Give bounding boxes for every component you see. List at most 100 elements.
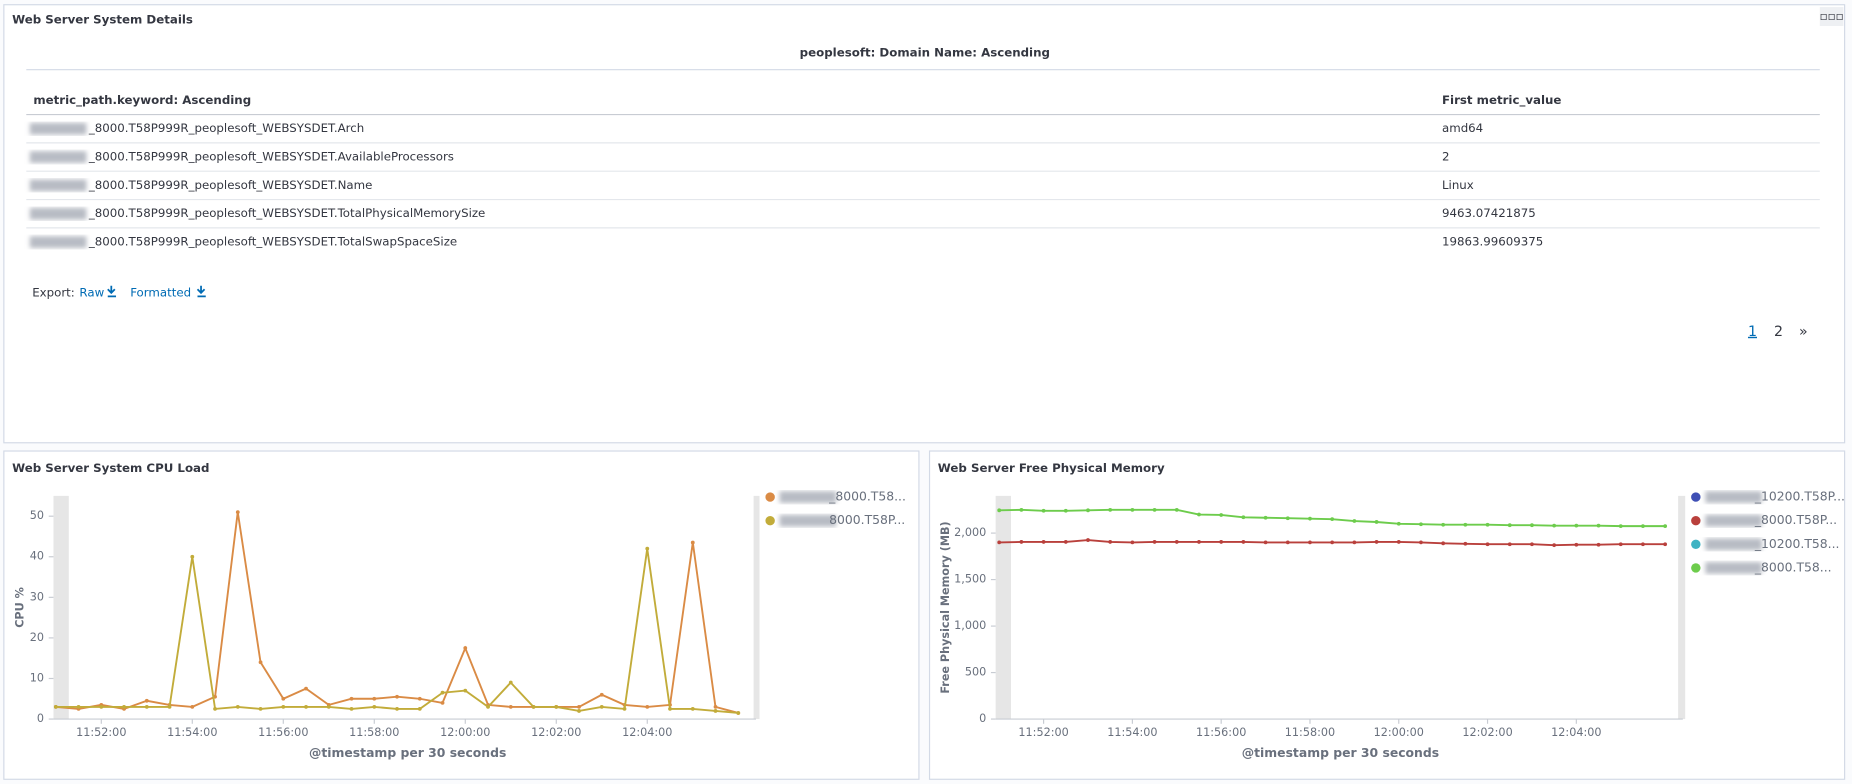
page-link[interactable]: 2 [1774, 324, 1783, 340]
x-tick-label: 12:04:00 [622, 726, 672, 739]
point [736, 711, 741, 715]
x-tick-label: 11:56:00 [258, 726, 308, 739]
redacted [29, 179, 87, 192]
point [122, 704, 126, 709]
redacted [779, 491, 837, 503]
point [258, 707, 263, 711]
point [235, 510, 240, 515]
point [463, 688, 468, 693]
point [53, 704, 58, 709]
point [395, 707, 399, 711]
cell: amd64 [1442, 121, 1483, 135]
point [190, 554, 195, 559]
cell: _8000.T58P999R_peoplesoft_WEBSYSDET.Avai… [88, 150, 454, 164]
cell: _8000.T58P999R_peoplesoft_WEBSYSDET.Name [88, 178, 373, 192]
point [531, 704, 536, 709]
point [1485, 542, 1490, 547]
point [1041, 540, 1046, 544]
point [258, 660, 263, 665]
point [1530, 542, 1534, 547]
legend-swatch[interactable] [1691, 515, 1701, 526]
point [713, 709, 718, 713]
legend-swatch[interactable] [1691, 492, 1701, 502]
page-link[interactable]: 1 [1748, 324, 1757, 340]
cell: 9463.07421875 [1442, 206, 1536, 220]
point [1618, 524, 1623, 529]
point [1330, 517, 1335, 522]
x-tick-label: 11:56:00 [1196, 726, 1246, 739]
point [1530, 523, 1534, 528]
point [1130, 540, 1135, 545]
cell: _8000.T58P999R_peoplesoft_WEBSYSDET.Tota… [88, 235, 457, 249]
y-tick-label: 30 [30, 590, 44, 603]
point [372, 696, 377, 701]
download-icon [107, 285, 117, 298]
export-formatted[interactable]: Formatted [130, 285, 191, 299]
legend-swatch[interactable] [765, 492, 775, 502]
point [1130, 507, 1135, 512]
axis-band [53, 495, 69, 720]
point [1197, 540, 1201, 544]
point [645, 704, 650, 709]
point [1263, 540, 1268, 545]
point [1063, 540, 1068, 544]
point [1352, 540, 1357, 545]
point [1241, 515, 1246, 520]
y-tick-label: 50 [30, 509, 44, 522]
download-icon [196, 285, 206, 298]
column-header[interactable]: metric_path.keyword: Ascending [33, 93, 251, 108]
point [1041, 508, 1046, 513]
point [1308, 516, 1312, 521]
export-raw[interactable]: Raw [79, 285, 104, 299]
point [281, 704, 286, 709]
panel-menu[interactable] [1819, 7, 1844, 26]
legend-band [753, 495, 760, 720]
panel [3, 4, 1846, 444]
point [1174, 507, 1179, 512]
legend-swatch[interactable] [1691, 539, 1701, 550]
point [417, 707, 422, 711]
x-tick-label: 11:58:00 [349, 726, 399, 739]
x-axis-title: @timestamp per 30 seconds [1242, 745, 1439, 760]
point [1463, 541, 1468, 546]
cell: _8000.T58P999R_peoplesoft_WEBSYSDET.Tota… [88, 206, 485, 220]
x-tick-label: 12:02:00 [1462, 726, 1512, 739]
point [1574, 542, 1579, 547]
x-tick-label: 11:58:00 [1285, 726, 1335, 739]
point [1152, 507, 1157, 512]
legend-swatch[interactable] [1691, 563, 1701, 573]
point [1507, 523, 1512, 528]
redacted [1705, 491, 1762, 503]
point [1463, 522, 1468, 527]
legend-swatch[interactable] [765, 515, 775, 526]
point [1219, 513, 1224, 517]
legend-label: _8000.T58... [1754, 559, 1832, 574]
point [144, 704, 149, 709]
export-label: Export: [32, 285, 75, 299]
redacted [1705, 538, 1762, 551]
point [235, 704, 240, 709]
legend-label: _10200.T58P... [1754, 489, 1845, 504]
point [1174, 540, 1179, 544]
y-axis-title: Free Physical Memory (MB) [939, 521, 952, 693]
page-next[interactable]: » [1799, 324, 1808, 340]
axis-band [995, 495, 1012, 720]
column-header[interactable]: First metric_value [1442, 93, 1561, 108]
cell: Linux [1442, 178, 1474, 192]
point [1641, 542, 1645, 547]
point [1552, 543, 1557, 548]
legend-label: 8000.T58P... [829, 512, 905, 527]
point [1441, 522, 1446, 527]
point [645, 546, 650, 551]
point [1507, 542, 1512, 547]
x-tick-label: 12:00:00 [440, 726, 490, 739]
point [167, 704, 172, 709]
redacted [29, 151, 87, 163]
point [1641, 524, 1645, 529]
y-tick-label: 0 [979, 712, 986, 725]
point [1396, 540, 1401, 544]
point [1019, 507, 1024, 512]
y-tick-label: 500 [965, 666, 986, 679]
point [281, 696, 286, 701]
